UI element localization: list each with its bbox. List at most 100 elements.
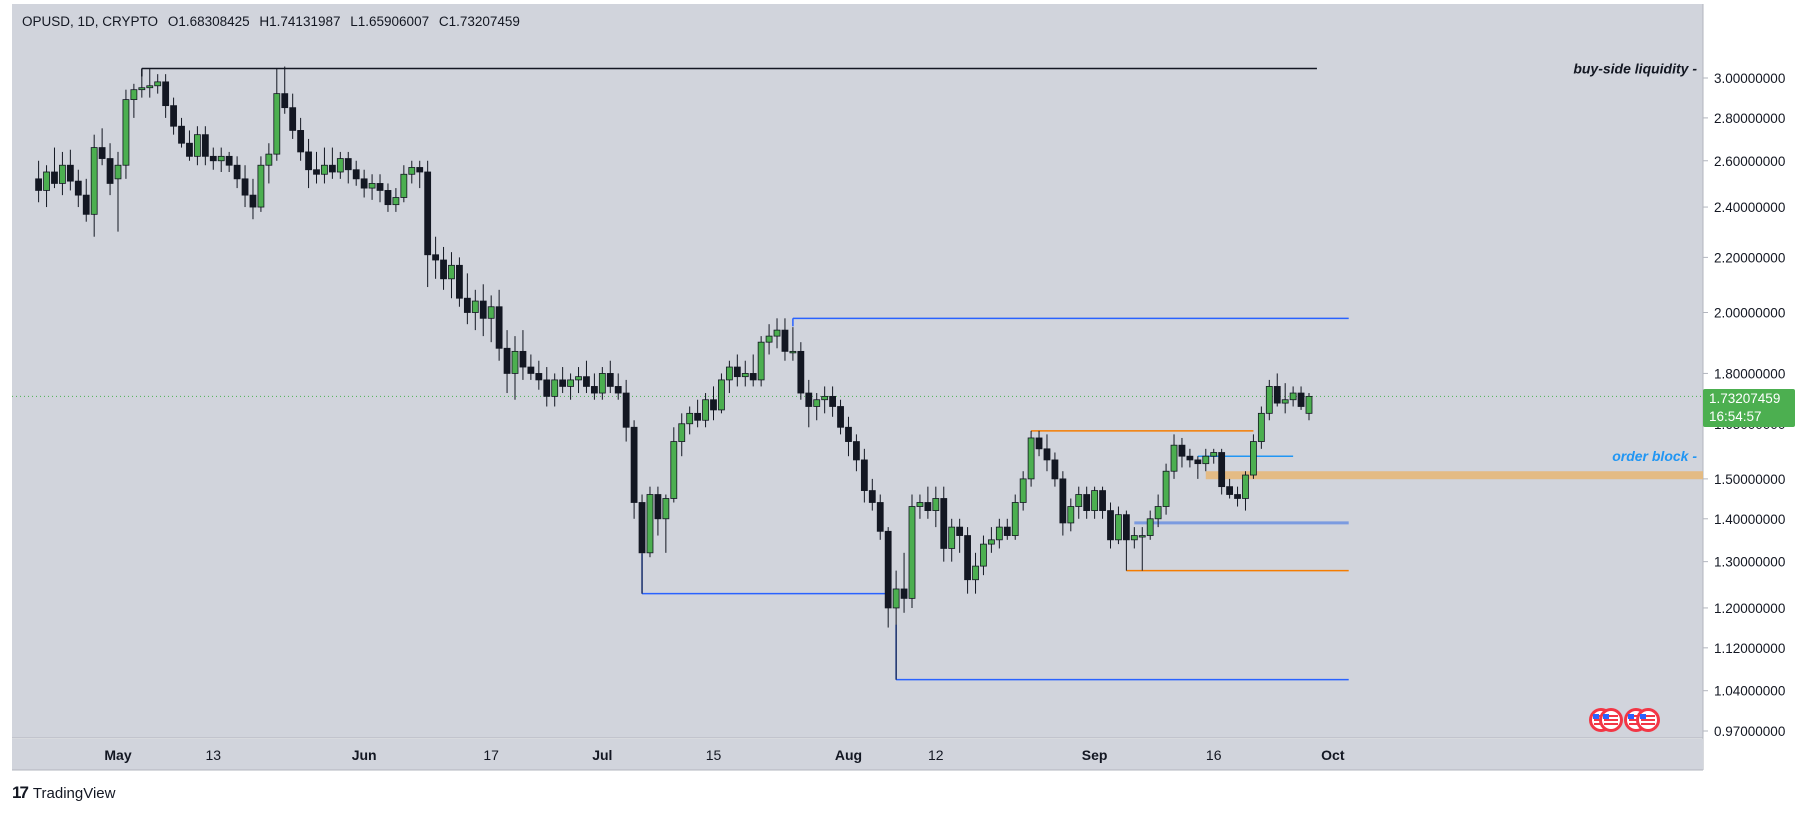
candle <box>1210 448 1218 464</box>
symbol-legend[interactable]: OPUSD, 1D, CRYPTO O1.68308425 H1.7413198… <box>22 14 526 29</box>
candle-body <box>845 426 852 442</box>
candle <box>114 151 122 232</box>
candle <box>281 66 289 114</box>
candle <box>884 527 892 628</box>
candle <box>1003 518 1011 540</box>
candle-body <box>527 366 535 374</box>
candle-body <box>368 183 376 189</box>
price-axis[interactable] <box>1703 4 1815 738</box>
candle <box>622 379 630 442</box>
candle <box>352 160 360 186</box>
candle <box>471 289 479 331</box>
candle-body <box>186 142 193 157</box>
price-tick-label: 1.04000000 <box>1714 684 1785 699</box>
candle-body <box>884 530 892 609</box>
candle <box>916 494 924 519</box>
candle <box>956 518 964 553</box>
price-tick-label: 2.60000000 <box>1714 154 1785 169</box>
candle <box>456 257 463 307</box>
candle-body <box>821 395 829 401</box>
candle-body <box>384 190 392 206</box>
candle <box>186 130 193 161</box>
candle-body <box>432 254 440 261</box>
candle <box>1011 494 1019 540</box>
time-axis[interactable] <box>12 739 1703 770</box>
candle-body <box>781 329 789 352</box>
candle <box>543 367 551 407</box>
time-tick-label: Sep <box>1082 747 1108 763</box>
time-tick-label: 15 <box>706 747 722 763</box>
candle-body <box>305 151 312 171</box>
candle-body <box>1099 490 1106 511</box>
candle-body <box>257 164 265 208</box>
candle <box>59 151 66 196</box>
candle-body <box>1186 455 1194 461</box>
candle <box>297 117 305 161</box>
candle-body <box>710 399 717 411</box>
candle <box>273 68 281 161</box>
price-tick-label: 1.50000000 <box>1714 472 1785 487</box>
order-block-zone[interactable] <box>1205 471 1703 480</box>
candle <box>694 399 702 428</box>
candle-body <box>622 392 630 428</box>
candle-body <box>1265 386 1273 414</box>
economic-event-flags[interactable] <box>1589 708 1660 732</box>
candle <box>1170 434 1178 479</box>
candle <box>66 149 74 191</box>
candle-body <box>1035 437 1043 450</box>
candle-body <box>964 535 971 581</box>
candle-body <box>114 164 122 180</box>
candle-body <box>313 169 320 175</box>
candle <box>463 273 471 325</box>
candle-body <box>328 164 336 173</box>
candle <box>868 478 876 511</box>
candle <box>908 494 916 608</box>
candle-body <box>209 155 217 162</box>
candle <box>1059 471 1067 536</box>
candle <box>257 156 265 212</box>
candle <box>606 360 614 394</box>
candle <box>376 174 384 203</box>
candle <box>789 327 797 361</box>
us-flag-icon-2[interactable] <box>1599 708 1623 732</box>
candle-body <box>1075 494 1083 507</box>
plot-background <box>12 4 1703 738</box>
candle-body <box>559 379 567 387</box>
candle <box>591 373 598 400</box>
candles <box>35 66 1313 680</box>
candle-body <box>479 300 487 319</box>
candle <box>741 360 749 387</box>
candle-body <box>1059 478 1067 524</box>
candle-body <box>916 502 924 507</box>
tradingview-logo-icon: 17 <box>12 783 29 802</box>
candle-body <box>1027 437 1035 480</box>
candle-body <box>193 134 201 157</box>
candle <box>932 486 940 528</box>
price-tick-label: 2.80000000 <box>1714 111 1785 126</box>
candle <box>1051 452 1059 487</box>
candle-body <box>471 300 479 313</box>
candle-body <box>654 494 662 520</box>
candle-body <box>1202 455 1210 465</box>
candle <box>813 393 821 421</box>
candle <box>1162 463 1170 515</box>
candle-body <box>400 173 408 198</box>
candle-body <box>773 329 781 337</box>
buy-side-liquidity-label[interactable]: buy-side liquidity - <box>1573 60 1697 76</box>
candle-body <box>503 347 511 374</box>
candle <box>1019 471 1027 511</box>
symbol-name[interactable]: OPUSD, 1D, CRYPTO <box>22 14 159 29</box>
candle-body <box>757 341 765 381</box>
candle <box>1091 486 1099 519</box>
tradingview-logo[interactable]: 17 TradingView <box>12 783 115 803</box>
price-tick-label: 1.12000000 <box>1714 641 1785 656</box>
candle <box>98 128 106 166</box>
candle <box>718 373 725 414</box>
candle-body <box>956 526 964 536</box>
order-block-label[interactable]: order block - <box>1612 448 1697 464</box>
us-flag-icon-4[interactable] <box>1636 708 1660 732</box>
candle-body <box>321 164 328 175</box>
time-tick-label: May <box>104 747 131 763</box>
candle-body <box>718 379 725 411</box>
